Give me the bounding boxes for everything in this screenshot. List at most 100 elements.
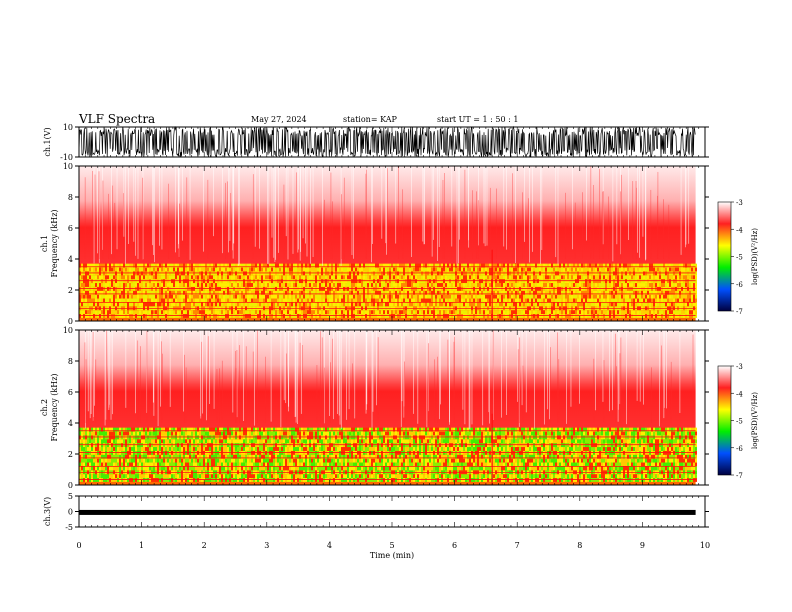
spectrogram-cell	[287, 294, 289, 299]
spectrogram-cell	[473, 298, 475, 303]
spectrogram-cell	[543, 283, 545, 287]
spectrogram-cell	[241, 290, 243, 295]
spectrogram-cell	[353, 310, 355, 315]
spectrogram-cell	[619, 267, 621, 272]
spectrogram-cell	[379, 263, 381, 268]
spectrogram-cell	[225, 283, 227, 287]
spectrogram-cell	[571, 263, 573, 268]
spectrogram-cell	[449, 283, 451, 287]
spectrogram-cell	[373, 263, 375, 268]
spectrogram-cell	[139, 458, 141, 463]
spectrogram-cell	[635, 275, 637, 280]
spectrogram-cell	[435, 302, 437, 307]
spectrogram-cell	[391, 263, 393, 268]
spectrogram-cell	[571, 298, 573, 303]
spectrogram-cell	[695, 290, 697, 295]
spectrogram-cell	[457, 294, 459, 299]
spectrogram-cell	[527, 267, 529, 272]
spectrogram-cell	[593, 310, 595, 315]
spectrogram-cell	[149, 298, 151, 303]
spectrogram-cell	[581, 290, 583, 295]
spectrogram-cell	[695, 283, 697, 287]
spectrogram-cell	[647, 302, 649, 307]
spectrogram-cell	[377, 310, 379, 315]
spectrogram-cell	[133, 310, 135, 315]
spectrogram-cell	[167, 267, 169, 272]
spectrogram-cell	[359, 263, 361, 268]
spectrogram-cell	[593, 267, 595, 272]
spectrogram-cell	[275, 294, 277, 299]
spectrogram-cell	[147, 458, 149, 463]
spectrogram-cell	[669, 302, 671, 307]
spectrogram-cell	[411, 283, 413, 287]
spectrogram-cell	[243, 267, 245, 272]
spectrogram-cell	[371, 290, 373, 295]
spectrogram-cell	[689, 310, 691, 315]
spectrogram-cell	[253, 275, 255, 280]
spectrogram-cell	[365, 294, 367, 299]
spectrogram-cell	[137, 447, 139, 451]
spectrogram-cell	[129, 283, 131, 287]
spectrogram-cell	[193, 302, 195, 307]
spectrogram-cell	[165, 267, 167, 272]
spectrogram-cell	[83, 263, 85, 268]
spectrogram-cell	[95, 458, 97, 463]
spectrogram-cell	[337, 290, 339, 295]
spectrogram-cell	[425, 275, 427, 280]
spectrogram-cell	[299, 263, 301, 268]
spectrogram-cell	[251, 298, 253, 303]
spectrogram-cell	[633, 294, 635, 299]
spectrogram-cell	[159, 267, 161, 272]
spectrogram-cell	[259, 302, 261, 307]
spectrogram-cell	[387, 302, 389, 307]
spectrogram-cell	[123, 431, 125, 436]
spectrogram-cell	[485, 294, 487, 299]
spectrogram-cell	[393, 263, 395, 268]
spectrogram-cell	[527, 294, 529, 299]
spectrogram-cell	[669, 283, 671, 287]
spectrogram-cell	[265, 302, 267, 307]
spectrogram-cell	[125, 290, 127, 295]
spectrogram-cell	[129, 267, 131, 272]
spectrogram-cell	[381, 298, 383, 303]
spectrogram-cell	[227, 263, 229, 268]
spectrogram-cell	[179, 302, 181, 307]
spectrogram-cell	[595, 298, 597, 303]
spectrogram-cell	[129, 275, 131, 280]
spectrogram-cell	[165, 302, 167, 307]
spectrogram-cell	[343, 294, 345, 299]
spectrogram-cell	[79, 283, 81, 287]
spectrogram-cell	[123, 302, 125, 307]
spectrogram-cell	[151, 283, 153, 287]
spectrogram-cell	[681, 310, 683, 315]
spectrogram-cell	[427, 267, 429, 272]
spectrogram-cell	[137, 283, 139, 287]
spectrogram-cell	[537, 263, 539, 268]
spectrogram-cell	[525, 310, 527, 315]
spectrogram-cell	[89, 275, 91, 280]
spectrogram-cell	[89, 427, 91, 432]
spectrogram-cell	[465, 302, 467, 307]
spectrogram-cell	[575, 310, 577, 315]
spectrogram-cell	[507, 283, 509, 287]
spectrogram-cell	[117, 302, 119, 307]
spectrogram-cell	[693, 298, 695, 303]
spectrogram-cell	[369, 298, 371, 303]
spectrogram-cell	[631, 275, 633, 280]
spectrogram-cell	[265, 294, 267, 299]
spectrogram-cell	[665, 290, 667, 295]
spectrogram-cell	[461, 283, 463, 287]
spectrogram-cell	[225, 290, 227, 295]
spectrogram-cell	[141, 283, 143, 287]
spectrogram-cell	[81, 283, 83, 287]
spectrogram-cell	[551, 302, 553, 307]
spectrogram-cell	[125, 458, 127, 463]
spectrogram-cell	[329, 310, 331, 315]
spectrogram-cell	[115, 298, 117, 303]
spectrogram-cell	[485, 263, 487, 268]
spectrogram-cell	[535, 263, 537, 268]
spectrogram-cell	[419, 267, 421, 272]
spectrogram-cell	[89, 263, 91, 268]
spectrogram-cell	[439, 298, 441, 303]
spectrogram-cell	[113, 458, 115, 463]
